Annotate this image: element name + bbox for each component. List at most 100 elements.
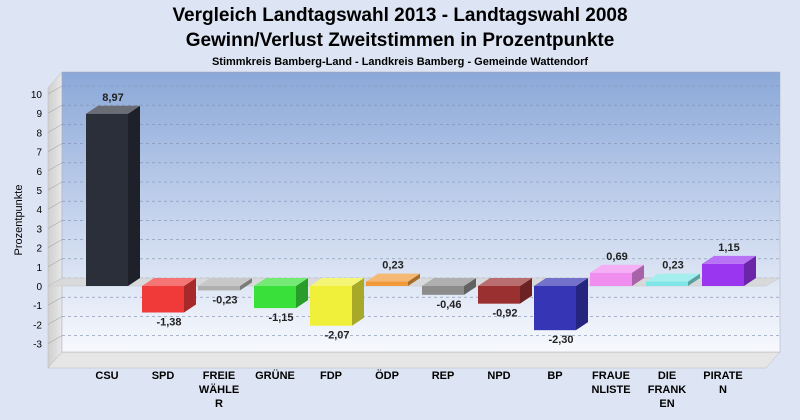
x-tick-label: REP xyxy=(432,370,455,382)
bar xyxy=(646,273,700,286)
bar-side xyxy=(296,278,308,309)
bar-front xyxy=(254,286,296,309)
bar-front xyxy=(534,286,576,331)
bar-front xyxy=(702,263,744,286)
x-tick-label: SPD xyxy=(152,370,175,382)
y-tick-label: -1 xyxy=(33,301,42,312)
y-tick-label: 2 xyxy=(36,244,42,255)
x-axis-labels: CSU SPD FREIE WÄHLE R GRÜNE FDP ÖDP REP NPD BP FRAU… xyxy=(95,369,742,410)
bar-front xyxy=(142,286,184,313)
bar-front xyxy=(86,113,128,286)
bar-top xyxy=(590,264,644,273)
x-tick-label: FDP xyxy=(320,370,342,382)
bar xyxy=(478,278,532,304)
x-tick-label: DIE FRANK EN xyxy=(648,370,687,410)
value-labels: 8,97 -1,38 -0,23 -1,15 -2,07 0,23 -0,46 -0,92 -2… xyxy=(102,92,739,346)
x-tick-label: BP xyxy=(547,370,562,382)
bar-front xyxy=(478,286,520,304)
y-tick-label: 0 xyxy=(36,282,42,293)
x-tick-label-line: FRAUE xyxy=(592,370,630,382)
bar-side xyxy=(632,264,644,286)
y-tick-label: 4 xyxy=(36,205,42,216)
bar-front xyxy=(646,281,688,286)
bar-front xyxy=(590,272,632,286)
chart-title: Vergleich Landtagswahl 2013 - Landtagswa… xyxy=(172,5,627,26)
y-tick-label: 3 xyxy=(36,224,42,235)
bar-front xyxy=(310,286,352,326)
x-tick-label-line: R xyxy=(215,398,223,410)
bar-side xyxy=(408,273,420,286)
x-tick-label-line: FDP xyxy=(320,370,342,382)
y-tick-label: -3 xyxy=(33,340,42,351)
bar-side xyxy=(576,278,588,331)
x-tick-label: PIRATE N xyxy=(703,370,743,396)
x-tick-label-line: FRANK xyxy=(648,384,687,396)
bar-top xyxy=(478,278,532,286)
grid-line-wall xyxy=(47,104,63,114)
x-tick-label-line: REP xyxy=(432,370,455,382)
grid-line-wall xyxy=(47,85,63,95)
x-tick-label-line: ÖDP xyxy=(375,369,399,382)
y-tick-label: 8 xyxy=(36,128,42,139)
bar xyxy=(142,278,196,313)
value-label: 0,23 xyxy=(662,260,683,272)
grid-line-wall xyxy=(47,258,63,268)
x-tick-label-line: N xyxy=(719,384,727,396)
bar-top xyxy=(366,273,420,282)
grid-line-wall xyxy=(47,239,63,248)
x-tick-label-line: PIRATE xyxy=(703,370,743,382)
bar-top xyxy=(198,278,252,286)
grid-line-wall xyxy=(47,316,63,325)
value-label: -2,30 xyxy=(548,334,573,346)
x-tick-label: FRAUE NLISTE xyxy=(591,370,630,396)
bar-top xyxy=(534,278,588,286)
y-axis-label: Prozentpunkte xyxy=(13,185,25,256)
x-tick-label-line: CSU xyxy=(95,370,118,382)
value-label: -1,15 xyxy=(268,312,293,324)
grid-line-wall xyxy=(47,181,63,191)
value-label: -0,92 xyxy=(492,308,517,320)
bar-side xyxy=(184,278,196,313)
bar-front xyxy=(198,286,240,291)
bar-side xyxy=(744,255,756,286)
y-tick-label: 9 xyxy=(36,109,42,120)
x-tick-label-line: BP xyxy=(547,370,562,382)
bar xyxy=(702,255,756,286)
bar xyxy=(310,278,364,326)
plot-floor xyxy=(47,351,781,369)
value-label: 1,15 xyxy=(718,242,739,254)
bar-top xyxy=(422,278,476,286)
value-label: -0,46 xyxy=(436,299,461,311)
bars xyxy=(86,105,756,331)
bar-top xyxy=(310,278,364,286)
bar xyxy=(422,278,476,295)
grid-line-wall xyxy=(47,335,63,344)
x-tick-label: CSU xyxy=(95,370,118,382)
x-tick-label-line: SPD xyxy=(152,370,175,382)
value-label: 0,69 xyxy=(606,251,627,263)
x-tick-label-line: GRÜNE xyxy=(255,369,295,382)
bar-top xyxy=(646,273,700,282)
bar xyxy=(366,273,420,286)
value-label: -0,23 xyxy=(212,294,237,306)
grid-line-wall xyxy=(47,162,63,172)
y-tick-label: -2 xyxy=(33,320,42,331)
value-label: -1,38 xyxy=(156,316,181,328)
bar xyxy=(198,278,252,291)
value-label: 8,97 xyxy=(102,92,123,104)
bar-front xyxy=(422,286,464,295)
y-tick-label: 5 xyxy=(36,186,42,197)
bar-side xyxy=(688,273,700,286)
bar-side xyxy=(464,278,476,295)
grid-line-wall xyxy=(47,220,63,229)
bar-top xyxy=(254,278,308,286)
bar-side xyxy=(520,278,532,304)
x-tick-label-line: EN xyxy=(659,398,674,410)
bar-top xyxy=(142,278,196,286)
bar xyxy=(86,105,140,286)
bar-top xyxy=(702,255,756,264)
x-tick-label: ÖDP xyxy=(375,369,399,382)
grid-line-wall xyxy=(47,296,63,306)
